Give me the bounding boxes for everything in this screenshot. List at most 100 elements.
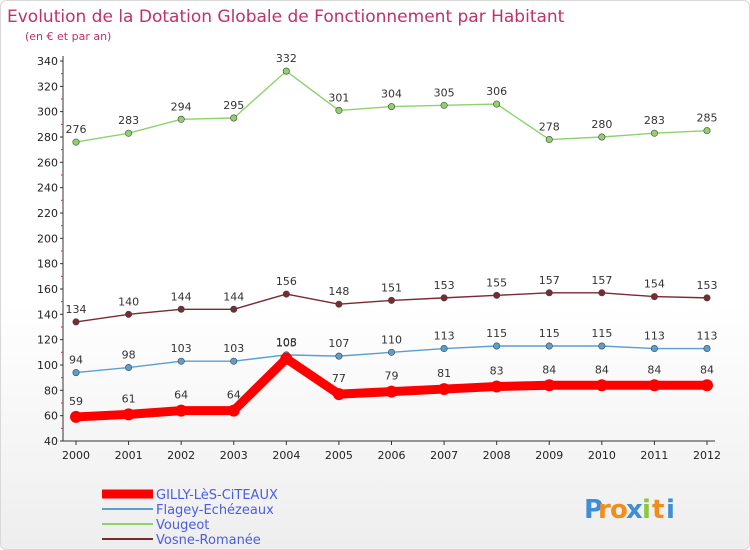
y-tick-label: 280 xyxy=(37,131,58,144)
data-point xyxy=(125,310,133,318)
data-point xyxy=(598,133,606,141)
data-label: 113 xyxy=(434,330,455,343)
data-labels-layer: 276 283 294 295 332 301 304 305 306 278 280 283 285 1… xyxy=(66,52,718,408)
data-point xyxy=(650,345,658,353)
logo-letter: r xyxy=(598,495,611,525)
y-tick-label: 80 xyxy=(44,384,58,397)
y-tick-label: 120 xyxy=(37,334,58,347)
data-label: 94 xyxy=(69,354,83,367)
logo-letter: o xyxy=(610,495,628,525)
data-point xyxy=(177,115,185,123)
data-point xyxy=(230,305,238,313)
axes: 40 60 80 100 120 140 160 180 200 220 240 260 280 300 3… xyxy=(37,55,721,462)
data-point xyxy=(385,385,398,398)
data-label: 280 xyxy=(591,118,612,131)
legend-label: Vosne-Romanée xyxy=(156,533,261,548)
y-tick-label: 160 xyxy=(37,283,58,296)
data-label: 153 xyxy=(434,279,455,292)
data-label: 148 xyxy=(328,285,349,298)
data-label: 113 xyxy=(697,330,718,343)
data-point xyxy=(703,345,711,353)
x-tick-label: 2007 xyxy=(430,449,458,462)
data-label: 110 xyxy=(381,333,402,346)
logo-letter: P xyxy=(584,495,603,525)
data-point xyxy=(703,294,711,302)
data-label: 285 xyxy=(697,112,718,125)
data-point xyxy=(387,296,395,304)
logo-letter: i xyxy=(666,495,675,525)
legend-label: GILLY-LèS-CiTEAUX xyxy=(156,488,278,503)
data-label: 140 xyxy=(118,295,139,308)
data-label: 295 xyxy=(223,99,244,112)
data-label: 79 xyxy=(385,370,399,383)
x-tick-label: 2000 xyxy=(62,449,90,462)
data-point xyxy=(545,289,553,297)
data-point xyxy=(175,404,188,417)
data-label: 115 xyxy=(539,327,560,340)
data-point xyxy=(545,136,553,144)
data-label: 276 xyxy=(66,123,87,136)
data-point xyxy=(438,383,451,396)
data-label: 108 xyxy=(276,336,297,349)
data-label: 84 xyxy=(700,363,714,376)
data-point xyxy=(177,357,185,365)
data-label: 115 xyxy=(591,327,612,340)
y-tick-label: 100 xyxy=(37,359,58,372)
data-label: 304 xyxy=(381,88,402,101)
data-label: 84 xyxy=(542,363,556,376)
data-point xyxy=(72,318,80,326)
proxiti-logo: Pr ox i t i xyxy=(584,495,675,525)
data-label: 103 xyxy=(223,342,244,355)
data-label: 155 xyxy=(486,276,507,289)
data-label: 144 xyxy=(171,290,192,303)
data-point xyxy=(650,293,658,301)
data-label: 59 xyxy=(69,395,83,408)
data-point xyxy=(72,369,80,377)
data-point xyxy=(230,114,238,122)
x-tick-label: 2009 xyxy=(535,449,563,462)
data-point xyxy=(335,352,343,360)
y-tick-label: 220 xyxy=(37,207,58,220)
data-label: 134 xyxy=(66,303,87,316)
data-point xyxy=(282,290,290,298)
data-label: 84 xyxy=(595,363,609,376)
y-tick-label: 260 xyxy=(37,156,58,169)
data-point xyxy=(598,342,606,350)
data-label: 153 xyxy=(697,279,718,292)
data-point xyxy=(493,100,501,108)
logo-letter: i xyxy=(642,495,651,525)
data-point xyxy=(440,294,448,302)
data-label: 301 xyxy=(328,91,349,104)
data-point xyxy=(230,357,238,365)
x-tick-label: 2012 xyxy=(693,449,721,462)
x-tick-label: 2004 xyxy=(272,449,300,462)
data-point xyxy=(595,379,608,392)
chart-title: Evolution de la Dotation Globale de Fonc… xyxy=(7,7,565,27)
y-tick-label: 200 xyxy=(37,232,58,245)
logo-letter: x xyxy=(626,495,643,525)
data-label: 157 xyxy=(539,274,560,287)
y-tick-label: 240 xyxy=(37,182,58,195)
data-label: 283 xyxy=(644,114,665,127)
data-label: 305 xyxy=(434,86,455,99)
data-point xyxy=(387,103,395,111)
data-point xyxy=(122,408,135,421)
data-point xyxy=(703,127,711,135)
data-point xyxy=(227,404,240,417)
data-point xyxy=(72,138,80,146)
chart-subtitle: (en € et par an) xyxy=(25,30,111,43)
data-point xyxy=(648,379,661,392)
x-tick-label: 2006 xyxy=(378,449,406,462)
data-point xyxy=(282,67,290,75)
data-point xyxy=(598,289,606,297)
data-label: 157 xyxy=(591,274,612,287)
data-point xyxy=(701,379,713,392)
y-tick-label: 300 xyxy=(37,106,58,119)
data-point xyxy=(125,129,133,137)
legend-label: Flagey-Echézeaux xyxy=(156,503,274,518)
data-label: 77 xyxy=(332,372,346,385)
x-tick-label: 2011 xyxy=(640,449,668,462)
data-label: 113 xyxy=(644,330,665,343)
data-label: 98 xyxy=(122,349,136,362)
